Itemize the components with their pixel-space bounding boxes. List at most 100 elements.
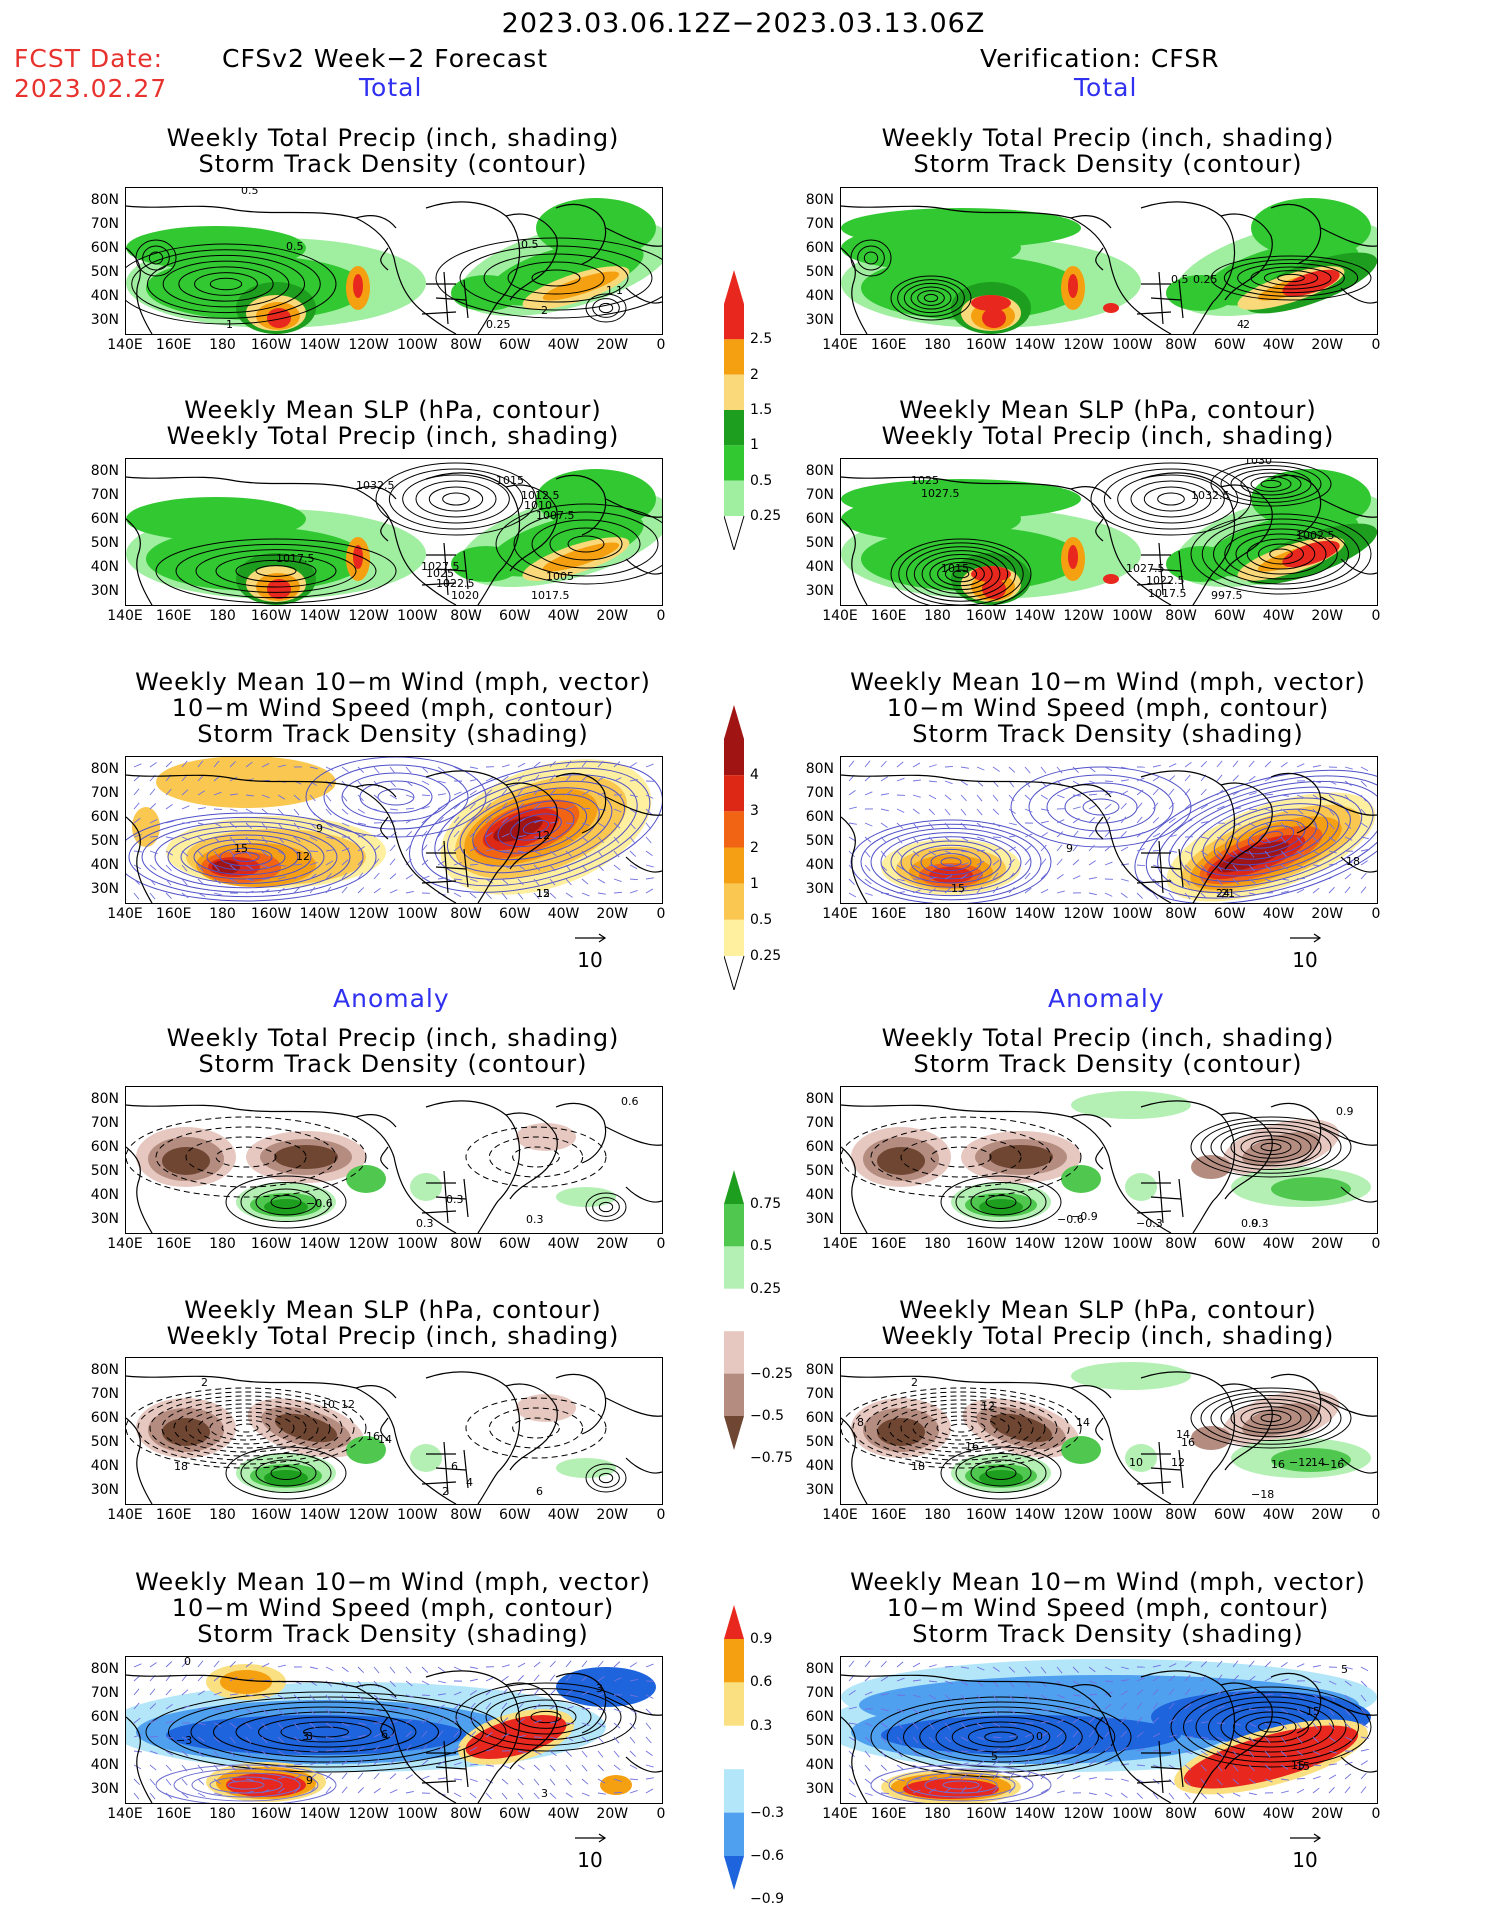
wind-vector xyxy=(197,807,206,810)
wind-vector xyxy=(1296,1663,1305,1668)
wind-vector xyxy=(1040,1666,1047,1674)
wind-vector xyxy=(1248,1792,1257,1796)
wind-vector xyxy=(133,1792,140,1800)
contour-label: 2 xyxy=(442,1485,449,1498)
map-canvas: 0.6−0.6 0.30.30.3 xyxy=(126,1095,662,1233)
map-panel-R3: 15 9 18 24 21 xyxy=(840,756,1378,904)
lon-tick-label: 20W xyxy=(1311,608,1344,624)
wind-vector xyxy=(389,1773,397,1780)
lon-tick-label: 80W xyxy=(1165,1236,1197,1252)
wind-vector xyxy=(1296,888,1305,894)
lon-tick-label: 80W xyxy=(450,906,482,922)
contour-label: 1010 xyxy=(524,499,552,512)
precip-shading xyxy=(536,198,656,258)
wind-vector xyxy=(373,833,382,838)
wind-vector xyxy=(309,1773,317,1780)
wind-vector xyxy=(261,836,268,844)
anomaly-contour xyxy=(985,1466,1017,1480)
wind-vector xyxy=(1120,779,1129,782)
slp-contour xyxy=(1224,528,1338,580)
wind-vector xyxy=(469,1778,478,1783)
wind-vector xyxy=(405,1707,415,1710)
wind-vector xyxy=(485,1778,494,1784)
contour-label: 1020 xyxy=(451,589,479,602)
anomaly-contour xyxy=(888,1403,1034,1453)
coastline xyxy=(605,227,662,304)
lon-tick-label: 180 xyxy=(209,1507,236,1523)
wind-vector xyxy=(469,766,478,769)
wind-vector xyxy=(485,1764,494,1767)
wind-vector xyxy=(613,1722,621,1729)
wind-vector xyxy=(1056,1666,1063,1674)
wind-vector xyxy=(597,836,604,844)
lon-tick-label: 80W xyxy=(450,1507,482,1523)
wind-vector xyxy=(1360,1748,1369,1752)
wind-speed-contour xyxy=(128,816,364,898)
contour-label: 0.25 xyxy=(486,318,511,331)
wind-vector xyxy=(341,872,348,880)
wind-vector xyxy=(896,761,904,768)
wind-vector xyxy=(261,1736,268,1744)
anomaly-contour xyxy=(900,1407,1022,1449)
wind-vector xyxy=(549,1660,556,1668)
wind-vector xyxy=(1104,892,1113,897)
wind-vector xyxy=(277,1694,286,1700)
wind-vector xyxy=(1120,1792,1128,1799)
wind-vector xyxy=(1008,1758,1015,1766)
wind-vector xyxy=(549,1792,557,1799)
contour-label: 8 xyxy=(857,1416,864,1429)
wind-vector xyxy=(1008,808,1016,814)
track-contour xyxy=(585,293,627,323)
wind-vector xyxy=(1088,804,1097,810)
lon-tick-label: 40W xyxy=(1262,1806,1295,1822)
wind-vector xyxy=(533,774,540,782)
wind-vector xyxy=(613,864,621,871)
wind-vector xyxy=(597,1736,604,1744)
wind-vector xyxy=(880,1660,887,1668)
wind-vector xyxy=(565,850,573,857)
wind-vector xyxy=(501,802,508,810)
wind-vector xyxy=(1056,1773,1064,1780)
wind-vector xyxy=(469,1716,476,1724)
wind-vector xyxy=(437,1777,446,1780)
wind-vector xyxy=(1280,850,1287,858)
wind-speed-contour xyxy=(459,787,613,867)
wind-vector xyxy=(325,794,332,802)
track-contour xyxy=(923,293,939,303)
wind-vector xyxy=(1280,1778,1289,1781)
wind-vector xyxy=(912,1708,920,1715)
wind-vector xyxy=(309,808,316,816)
wind-vector xyxy=(341,1786,348,1794)
wind-vector xyxy=(1008,822,1017,826)
lat-tick-label: 50N xyxy=(805,535,834,551)
lon-tick-label: 140W xyxy=(1014,337,1056,353)
contour-label: 14 xyxy=(1311,1456,1325,1469)
wind-vector xyxy=(149,850,158,855)
anomaly-shading xyxy=(979,1199,1023,1215)
anomaly-contour xyxy=(912,1411,1010,1445)
wind-vector xyxy=(1088,1744,1095,1752)
lon-tick-label: 80W xyxy=(450,608,482,624)
wind-vector xyxy=(453,1778,463,1781)
wind-speed-contour xyxy=(940,857,962,867)
anomaly-contour xyxy=(924,1415,998,1441)
lat-tick-label: 80N xyxy=(90,1661,119,1677)
contour-label: 1 xyxy=(616,284,623,297)
colorbar-label: −0.6 xyxy=(750,1848,784,1864)
wind-vector xyxy=(1216,789,1224,796)
wind-vector xyxy=(421,859,429,866)
anomaly-shading xyxy=(346,1436,386,1464)
wind-vector xyxy=(453,862,462,866)
wind-vector xyxy=(613,822,621,829)
lon-tick-label: 100W xyxy=(397,1806,438,1822)
anomaly-shading xyxy=(556,1187,616,1207)
wind-vector xyxy=(912,779,921,782)
wind-vector xyxy=(1312,1787,1320,1794)
wind-vector xyxy=(1152,788,1159,796)
track-contour xyxy=(903,282,959,314)
wind-vector xyxy=(565,822,575,825)
lon-tick-label: 160E xyxy=(155,1236,192,1252)
wind-vector xyxy=(245,808,254,814)
coastlines xyxy=(841,770,1377,903)
wind-vector xyxy=(309,794,316,802)
